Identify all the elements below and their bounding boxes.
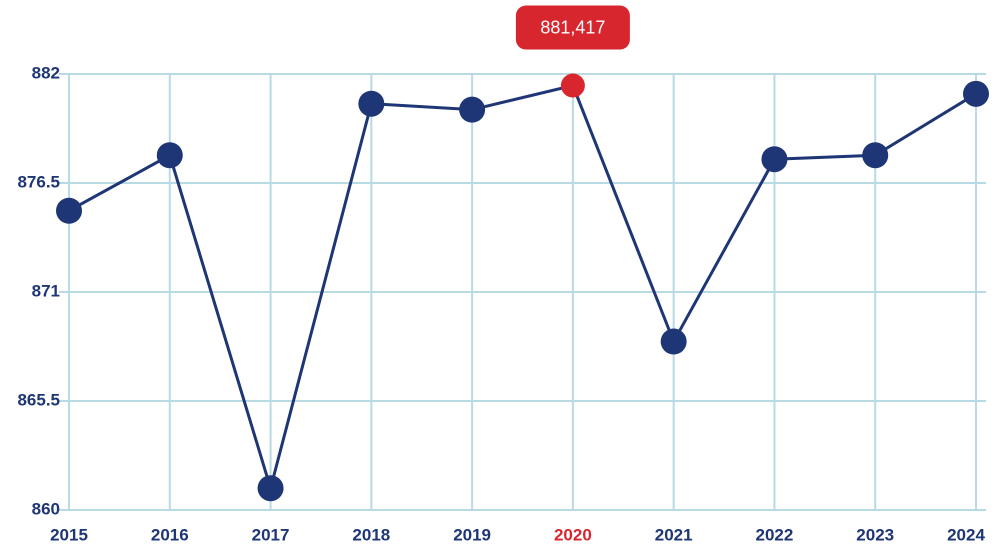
y-tick-label: 882 [32, 63, 60, 82]
point [862, 142, 889, 169]
point [156, 142, 183, 169]
point [761, 146, 788, 173]
point [358, 90, 385, 117]
x-tick-label: 2017 [252, 525, 290, 544]
point [56, 197, 82, 224]
x-tick-label: 2022 [756, 525, 794, 544]
label-box [515, 5, 630, 50]
x-tick-label: 2019 [453, 525, 491, 544]
y-tick-label: 876.5 [17, 172, 60, 191]
point [560, 73, 585, 98]
x-tick-label: 2016 [151, 525, 189, 544]
x-tick-label: 2024 [947, 525, 985, 544]
point [963, 80, 989, 107]
x-tick-label: 2021 [655, 525, 693, 544]
y-tick-label: 865.5 [17, 390, 60, 409]
point [257, 475, 284, 502]
point [660, 328, 687, 355]
value-label-text: 881,417 [540, 17, 605, 37]
y-tick-label: 871 [32, 281, 60, 300]
value-label: 881,417 [515, 5, 630, 50]
x-tick-label: 2015 [50, 525, 88, 544]
x-tick-label: 2020 [554, 525, 592, 544]
y-tick-label: 860 [32, 499, 60, 518]
line [68, 83, 977, 494]
point [459, 96, 486, 123]
x-tick-label: 2023 [856, 525, 894, 544]
x-tick-label: 2018 [352, 525, 390, 544]
